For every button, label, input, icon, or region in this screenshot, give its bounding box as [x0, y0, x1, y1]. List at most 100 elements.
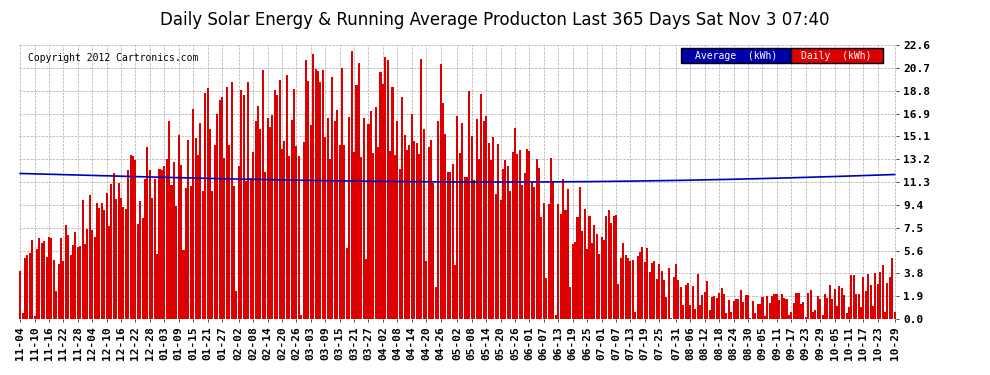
Bar [374, 107, 377, 319]
Bar [642, 248, 644, 319]
Bar [680, 287, 682, 319]
Bar [252, 152, 254, 319]
Bar [259, 129, 261, 319]
Bar [283, 141, 285, 319]
Bar [468, 92, 470, 319]
Bar [564, 210, 566, 319]
Bar [197, 155, 199, 319]
Bar [697, 274, 699, 319]
Bar [798, 293, 800, 319]
Bar [329, 159, 331, 319]
Bar [101, 202, 103, 319]
Bar [877, 284, 879, 319]
Bar [742, 302, 744, 319]
Bar [529, 151, 531, 319]
Bar [852, 275, 854, 319]
Bar [120, 198, 122, 319]
Bar [819, 299, 821, 319]
Bar [726, 313, 728, 319]
Bar [603, 240, 605, 319]
FancyBboxPatch shape [791, 48, 883, 63]
Bar [64, 225, 66, 319]
Bar [44, 241, 46, 319]
Bar [461, 123, 463, 319]
Bar [353, 152, 355, 319]
Bar [156, 254, 158, 319]
Bar [257, 106, 259, 319]
Bar [327, 118, 329, 319]
Bar [807, 293, 809, 319]
Bar [783, 298, 785, 319]
Bar [824, 294, 826, 319]
Bar [288, 156, 290, 319]
Bar [433, 183, 435, 319]
Bar [365, 259, 367, 319]
Bar [357, 63, 360, 319]
Bar [836, 306, 838, 319]
Bar [132, 156, 134, 319]
Bar [463, 177, 465, 319]
Bar [608, 210, 610, 319]
Bar [891, 258, 893, 319]
Bar [740, 290, 742, 319]
Bar [591, 243, 593, 319]
Bar [557, 204, 559, 319]
Bar [310, 124, 312, 319]
Bar [367, 124, 369, 319]
Bar [764, 316, 766, 319]
Bar [266, 118, 268, 319]
Bar [55, 291, 57, 319]
Bar [387, 60, 389, 319]
Bar [140, 201, 142, 319]
Bar [588, 216, 590, 319]
Bar [879, 272, 881, 319]
Bar [706, 281, 708, 319]
Bar [72, 245, 74, 319]
Bar [733, 302, 735, 319]
Bar [67, 235, 69, 319]
Bar [478, 159, 480, 319]
Bar [115, 199, 117, 319]
Bar [245, 181, 247, 319]
Bar [228, 145, 231, 319]
Text: Daily Solar Energy & Running Average Producton Last 365 Days Sat Nov 3 07:40: Daily Solar Energy & Running Average Pro… [160, 11, 830, 29]
Bar [827, 298, 829, 319]
Bar [243, 95, 245, 319]
Bar [180, 165, 182, 319]
Bar [182, 251, 184, 319]
Bar [660, 272, 662, 319]
Bar [596, 234, 598, 319]
Bar [300, 315, 302, 319]
Bar [810, 290, 812, 319]
Bar [781, 294, 783, 319]
Bar [204, 93, 206, 319]
Bar [153, 179, 155, 319]
Bar [547, 204, 549, 319]
Bar [637, 256, 639, 319]
Bar [142, 218, 144, 319]
Bar [744, 296, 746, 319]
Bar [396, 122, 398, 319]
Bar [687, 283, 689, 319]
Bar [286, 75, 288, 319]
Bar [601, 237, 603, 319]
Bar [711, 297, 713, 319]
Bar [894, 312, 896, 319]
Bar [399, 169, 401, 319]
Bar [274, 90, 276, 319]
Bar [576, 217, 578, 319]
Bar [389, 151, 391, 319]
Bar [471, 136, 473, 319]
Bar [315, 69, 317, 319]
Bar [425, 261, 427, 319]
Bar [269, 127, 271, 319]
Bar [545, 278, 547, 319]
Bar [135, 160, 137, 319]
Bar [91, 230, 93, 319]
Bar [761, 297, 763, 319]
Bar [62, 261, 64, 319]
Bar [581, 231, 583, 319]
Bar [254, 121, 256, 319]
Bar [593, 225, 595, 319]
Bar [839, 286, 841, 319]
